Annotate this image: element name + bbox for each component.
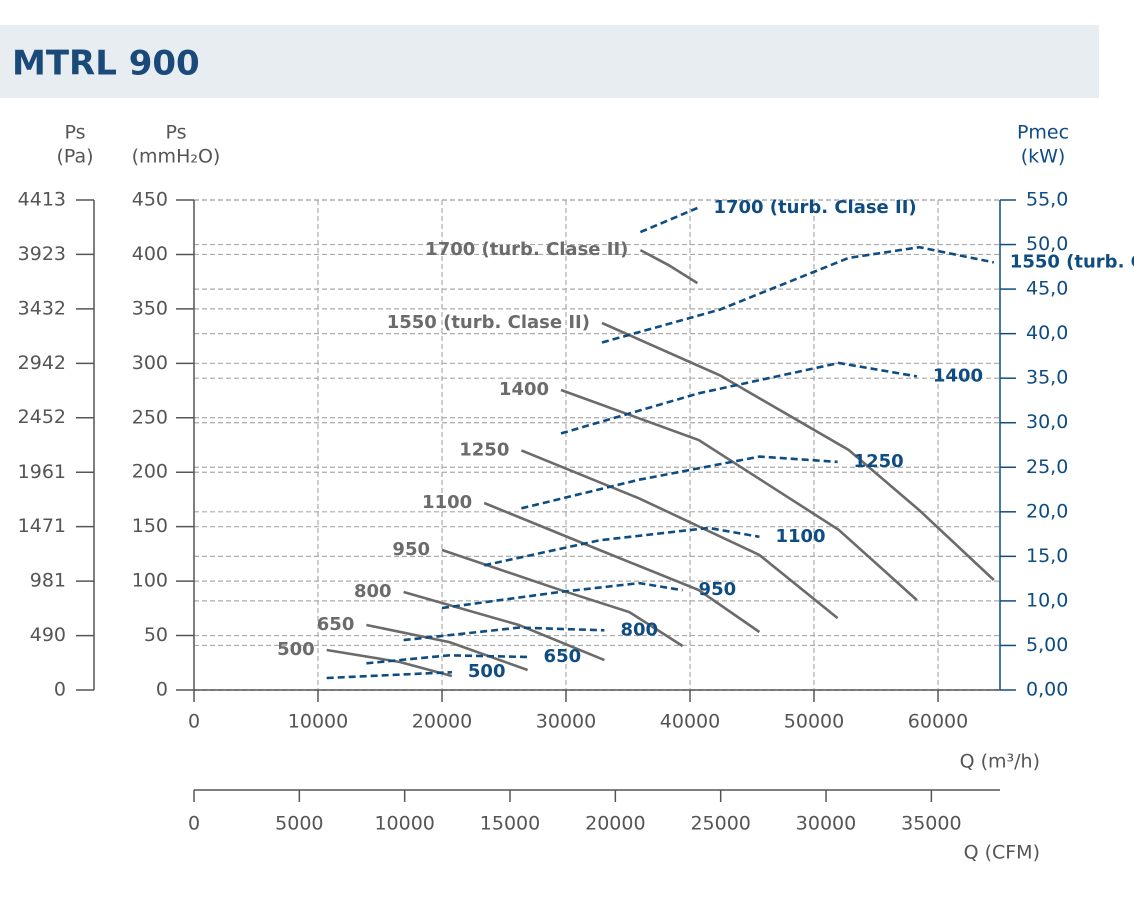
pa-tick-label: 1961 xyxy=(18,461,66,483)
x-tick-label: 50000 xyxy=(784,711,844,733)
pa-tick-label: 0 xyxy=(54,679,66,701)
cfm-tick-label: 5000 xyxy=(275,813,323,835)
y-tick-label: 0 xyxy=(156,679,168,701)
pa-tick-label: 2452 xyxy=(18,406,66,428)
power-curve xyxy=(366,653,528,665)
power-curve xyxy=(601,245,995,344)
cfm-tick-label: 20000 xyxy=(585,813,645,835)
y-tick-label: 50 xyxy=(144,624,168,646)
pressure-curve-label: 1100 xyxy=(422,492,472,513)
y2-tick-label: 40,0 xyxy=(1026,322,1068,344)
chart-title: MTRL 900 xyxy=(12,44,200,84)
power-curve xyxy=(639,206,698,234)
pa-tick-label: 2942 xyxy=(18,352,66,374)
y2-tick-label: 35,0 xyxy=(1026,367,1068,389)
y2-tick-label: 25,0 xyxy=(1026,456,1068,478)
y-tick-label: 150 xyxy=(132,515,168,537)
title-bar xyxy=(0,25,1099,98)
pa-tick-label: 3432 xyxy=(18,297,66,319)
power-curve-label: 950 xyxy=(699,579,737,600)
pa-axis-label: (Pa) xyxy=(56,146,93,168)
y-tick-label: 450 xyxy=(132,189,168,211)
pa-tick-label: 3923 xyxy=(18,243,66,265)
pa-axis-label: Ps xyxy=(64,122,85,144)
y-tick-label: 250 xyxy=(132,406,168,428)
pressure-curve-label: 500 xyxy=(277,639,315,660)
x-tick-label: 40000 xyxy=(660,711,720,733)
pressure-curve xyxy=(403,590,605,662)
cfm-tick-label: 15000 xyxy=(480,813,540,835)
power-curve xyxy=(560,361,918,435)
y2-axis-label: (kW) xyxy=(1021,146,1066,168)
power-curve xyxy=(483,526,760,567)
pressure-curve-label: 1400 xyxy=(499,379,549,400)
y2-tick-label: 0,00 xyxy=(1026,679,1068,701)
power-curve-label: 1100 xyxy=(775,526,825,547)
power-curve-label: 1700 (turb. Clase II) xyxy=(713,197,916,218)
pressure-curve xyxy=(639,248,699,285)
pressure-curve-label: 1550 (turb. Clase II) xyxy=(387,312,590,333)
pressure-curve xyxy=(560,388,918,602)
pressure-curve xyxy=(326,648,453,678)
power-curve-label: 1250 xyxy=(854,451,904,472)
pressure-curve xyxy=(441,548,684,648)
y2-tick-label: 5,00 xyxy=(1026,634,1068,656)
cfm-tick-label: 30000 xyxy=(796,813,856,835)
y2-tick-label: 30,0 xyxy=(1026,411,1068,433)
power-curve xyxy=(521,455,838,510)
cfm-axis-label: Q (CFM) xyxy=(964,842,1040,864)
y-tick-label: 350 xyxy=(132,297,168,319)
pressure-curve xyxy=(366,623,529,672)
y2-tick-label: 20,0 xyxy=(1026,500,1068,522)
y-tick-label: 400 xyxy=(132,243,168,265)
y2-axis-label: Pmec xyxy=(1017,122,1069,144)
y-tick-label: 300 xyxy=(132,352,168,374)
x-tick-label: 60000 xyxy=(908,711,968,733)
y-axis-label: Ps xyxy=(165,122,186,144)
pressure-curve xyxy=(520,449,839,620)
pa-tick-label: 4413 xyxy=(18,189,66,211)
power-curve xyxy=(326,670,452,680)
pressure-curve-label: 650 xyxy=(317,614,355,635)
y2-tick-label: 10,0 xyxy=(1026,589,1068,611)
pressure-curve-label: 800 xyxy=(354,581,392,602)
power-curve xyxy=(441,581,683,610)
pressure-curve-label: 950 xyxy=(392,539,430,560)
y2-tick-label: 45,0 xyxy=(1026,278,1068,300)
x-tick-label: 20000 xyxy=(412,711,472,733)
cfm-tick-label: 10000 xyxy=(374,813,434,835)
power-curve-label: 500 xyxy=(468,661,506,682)
power-curve-label: 650 xyxy=(544,646,582,667)
cfm-tick-label: 25000 xyxy=(690,813,750,835)
power-curve-label: 1400 xyxy=(933,365,983,386)
x-axis-label: Q (m³/h) xyxy=(960,751,1040,773)
pa-tick-label: 490 xyxy=(30,624,66,646)
x-tick-label: 0 xyxy=(188,711,200,733)
power-curve-label: 800 xyxy=(620,619,658,640)
y2-tick-label: 50,0 xyxy=(1026,233,1068,255)
power-curve xyxy=(403,626,605,642)
y2-tick-label: 15,0 xyxy=(1026,545,1068,567)
power-curve-label: 1550 (turb. Clase II) xyxy=(1010,251,1134,272)
cfm-tick-label: 35000 xyxy=(901,813,961,835)
y2-tick-label: 55,0 xyxy=(1026,189,1068,211)
pressure-curve xyxy=(483,501,761,634)
y-axis-label: (mmH₂O) xyxy=(132,146,221,168)
pressure-curve xyxy=(601,321,995,581)
pressure-curve-label: 1250 xyxy=(459,439,509,460)
y-tick-label: 200 xyxy=(132,461,168,483)
x-tick-label: 10000 xyxy=(288,711,348,733)
y-tick-label: 100 xyxy=(132,570,168,592)
pa-tick-label: 981 xyxy=(30,570,66,592)
pressure-curve-label: 1700 (turb. Clase II) xyxy=(425,239,628,260)
cfm-tick-label: 0 xyxy=(188,813,200,835)
pa-tick-label: 1471 xyxy=(18,515,66,537)
x-tick-label: 30000 xyxy=(536,711,596,733)
